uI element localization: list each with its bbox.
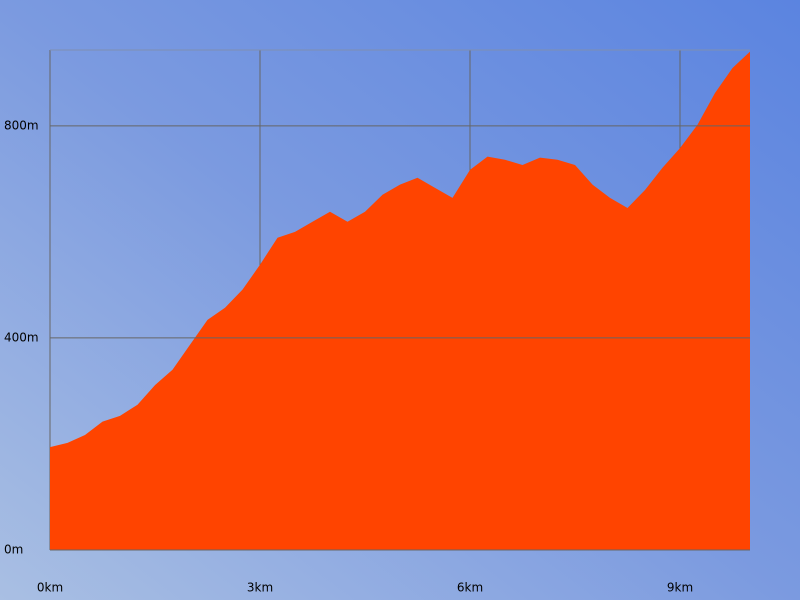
x-tick-label: 9km xyxy=(667,581,693,595)
x-tick-label: 6km xyxy=(457,581,483,595)
y-tick-label: 800m xyxy=(4,118,39,132)
x-tick-label: 0km xyxy=(37,581,63,595)
plot xyxy=(50,51,750,550)
x-tick-label: 3km xyxy=(247,581,273,595)
overlay: 0m 400m 800m 0km 3km 6km 9km xyxy=(4,118,750,595)
y-tick-label: 400m xyxy=(4,330,39,344)
y-tick-label: 0m xyxy=(4,543,23,557)
elevation-area xyxy=(50,51,750,550)
